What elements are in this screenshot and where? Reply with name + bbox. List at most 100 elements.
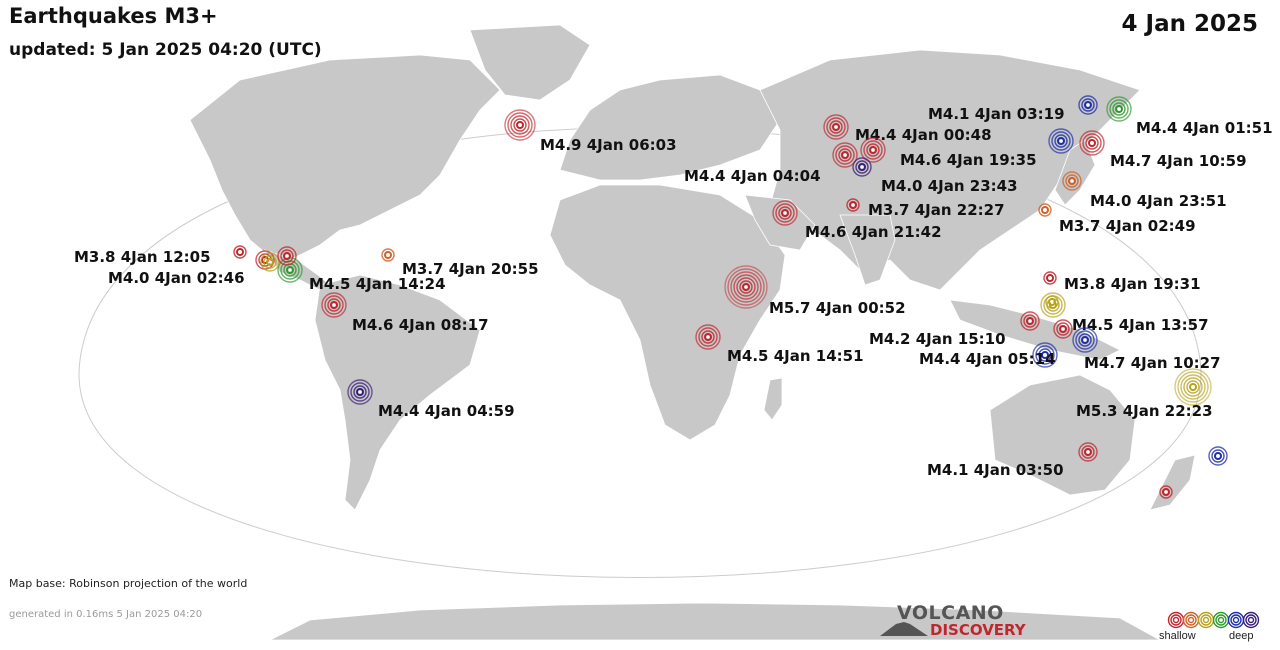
quake-epicenter [518,123,522,127]
updated-timestamp: updated: 5 Jan 2025 04:20 (UTC) [9,40,322,60]
quake-ring [1081,98,1095,112]
land-antarctica [269,602,1161,641]
quake-ring [280,249,294,263]
quake-ring [724,265,768,309]
generated-note: generated in 0.16ms 5 Jan 2025 04:20 [9,609,203,620]
quake-marker[interactable] [1038,203,1052,217]
quake-ring [324,295,344,315]
quake-marker[interactable] [846,198,860,212]
quake-label: M3.7 4Jan 20:55 [402,260,539,278]
quake-marker[interactable] [233,245,247,259]
depth-legend [1167,611,1260,629]
quake-marker[interactable] [695,324,721,350]
quake-ring [869,146,877,154]
volcano-logo-icon [880,622,928,636]
quake-marker[interactable] [381,248,395,262]
quake-label: M4.6 4Jan 21:42 [805,223,942,241]
quake-ring [1177,371,1209,403]
quake-marker[interactable] [1043,271,1057,285]
quake-epicenter [1086,103,1090,107]
quake-ring [356,388,364,396]
quake-epicenter [358,390,362,394]
quake-marker[interactable] [724,265,768,309]
quake-epicenter [1164,490,1168,494]
quake-ring [1079,130,1105,156]
legend-depth-ring [1227,611,1245,629]
quake-marker[interactable] [1159,485,1173,499]
quake-ring [286,266,294,274]
quake-marker[interactable] [1045,295,1059,309]
quake-ring [772,200,798,226]
quake-ring [1035,345,1055,365]
quake-ring [1041,351,1049,359]
quake-label: M3.7 4Jan 02:49 [1059,217,1196,235]
land-africa [549,184,786,441]
legend-depth-ring [1167,611,1185,629]
quake-marker[interactable] [321,292,347,318]
quake-marker[interactable] [1106,96,1132,122]
quake-ring [1088,139,1096,147]
quake-ring [1180,374,1206,400]
quake-epicenter [1117,107,1121,111]
quake-ring [507,112,533,138]
quake-ring [1174,368,1212,406]
quake-ring [1059,325,1067,333]
quake-ring [1062,171,1082,191]
quake-marker[interactable] [832,142,858,168]
quake-marker[interactable] [1079,130,1105,156]
quake-label: M5.3 4Jan 22:23 [1076,402,1213,420]
quake-ring [832,142,858,168]
quake-marker[interactable] [277,246,297,266]
quake-ring [1068,177,1076,185]
quake-ring [739,280,753,294]
quake-marker[interactable] [1020,311,1040,331]
legend-ring-circle [1172,616,1180,624]
quake-marker[interactable] [860,137,886,163]
quake-marker[interactable] [1032,342,1058,368]
quake-epicenter [268,260,272,264]
quake-marker[interactable] [1174,368,1212,406]
land-south-america [314,274,481,511]
quake-ring [1046,274,1054,282]
quake-label: M4.4 4Jan 05:14 [919,350,1056,368]
quake-label: M4.5 4Jan 14:24 [309,275,446,293]
quake-epicenter [1048,276,1052,280]
quake-ring [1078,95,1098,115]
quake-marker[interactable] [260,252,280,272]
legend-shallow-label: shallow [1159,630,1196,642]
quake-marker[interactable] [1072,327,1098,353]
quake-ring [330,301,338,309]
quake-marker[interactable] [1062,171,1082,191]
land-madagascar [763,377,783,421]
quake-ring [835,145,855,165]
quake-ring [384,251,392,259]
quake-marker[interactable] [823,114,849,140]
quake-ring [1020,311,1040,331]
quake-epicenter [238,250,242,254]
quake-marker[interactable] [347,379,373,405]
quake-ring [1065,174,1079,188]
quake-ring [1032,342,1058,368]
quake-ring [829,120,843,134]
quake-marker[interactable] [1048,128,1074,154]
quake-ring [838,148,852,162]
quake-ring [1208,446,1228,466]
quake-label: M4.7 4Jan 10:59 [1110,152,1247,170]
quake-epicenter [288,268,292,272]
volcano-discovery-logo[interactable]: VOLCANO DISCOVERY [880,602,1040,642]
quake-epicenter [1061,327,1065,331]
quake-label: M4.4 4Jan 01:51 [1136,119,1273,137]
quake-ring [1081,445,1095,459]
quake-ring [1078,333,1092,347]
quake-marker[interactable] [772,200,798,226]
quake-marker[interactable] [852,157,872,177]
quake-ring [1084,101,1092,109]
quake-marker[interactable] [504,109,536,141]
quake-marker[interactable] [1053,319,1073,339]
quake-marker[interactable] [1078,442,1098,462]
quake-marker[interactable] [1208,446,1228,466]
quake-ring [736,277,756,297]
quake-marker[interactable] [1078,95,1098,115]
legend-deep-label: deep [1229,630,1254,642]
